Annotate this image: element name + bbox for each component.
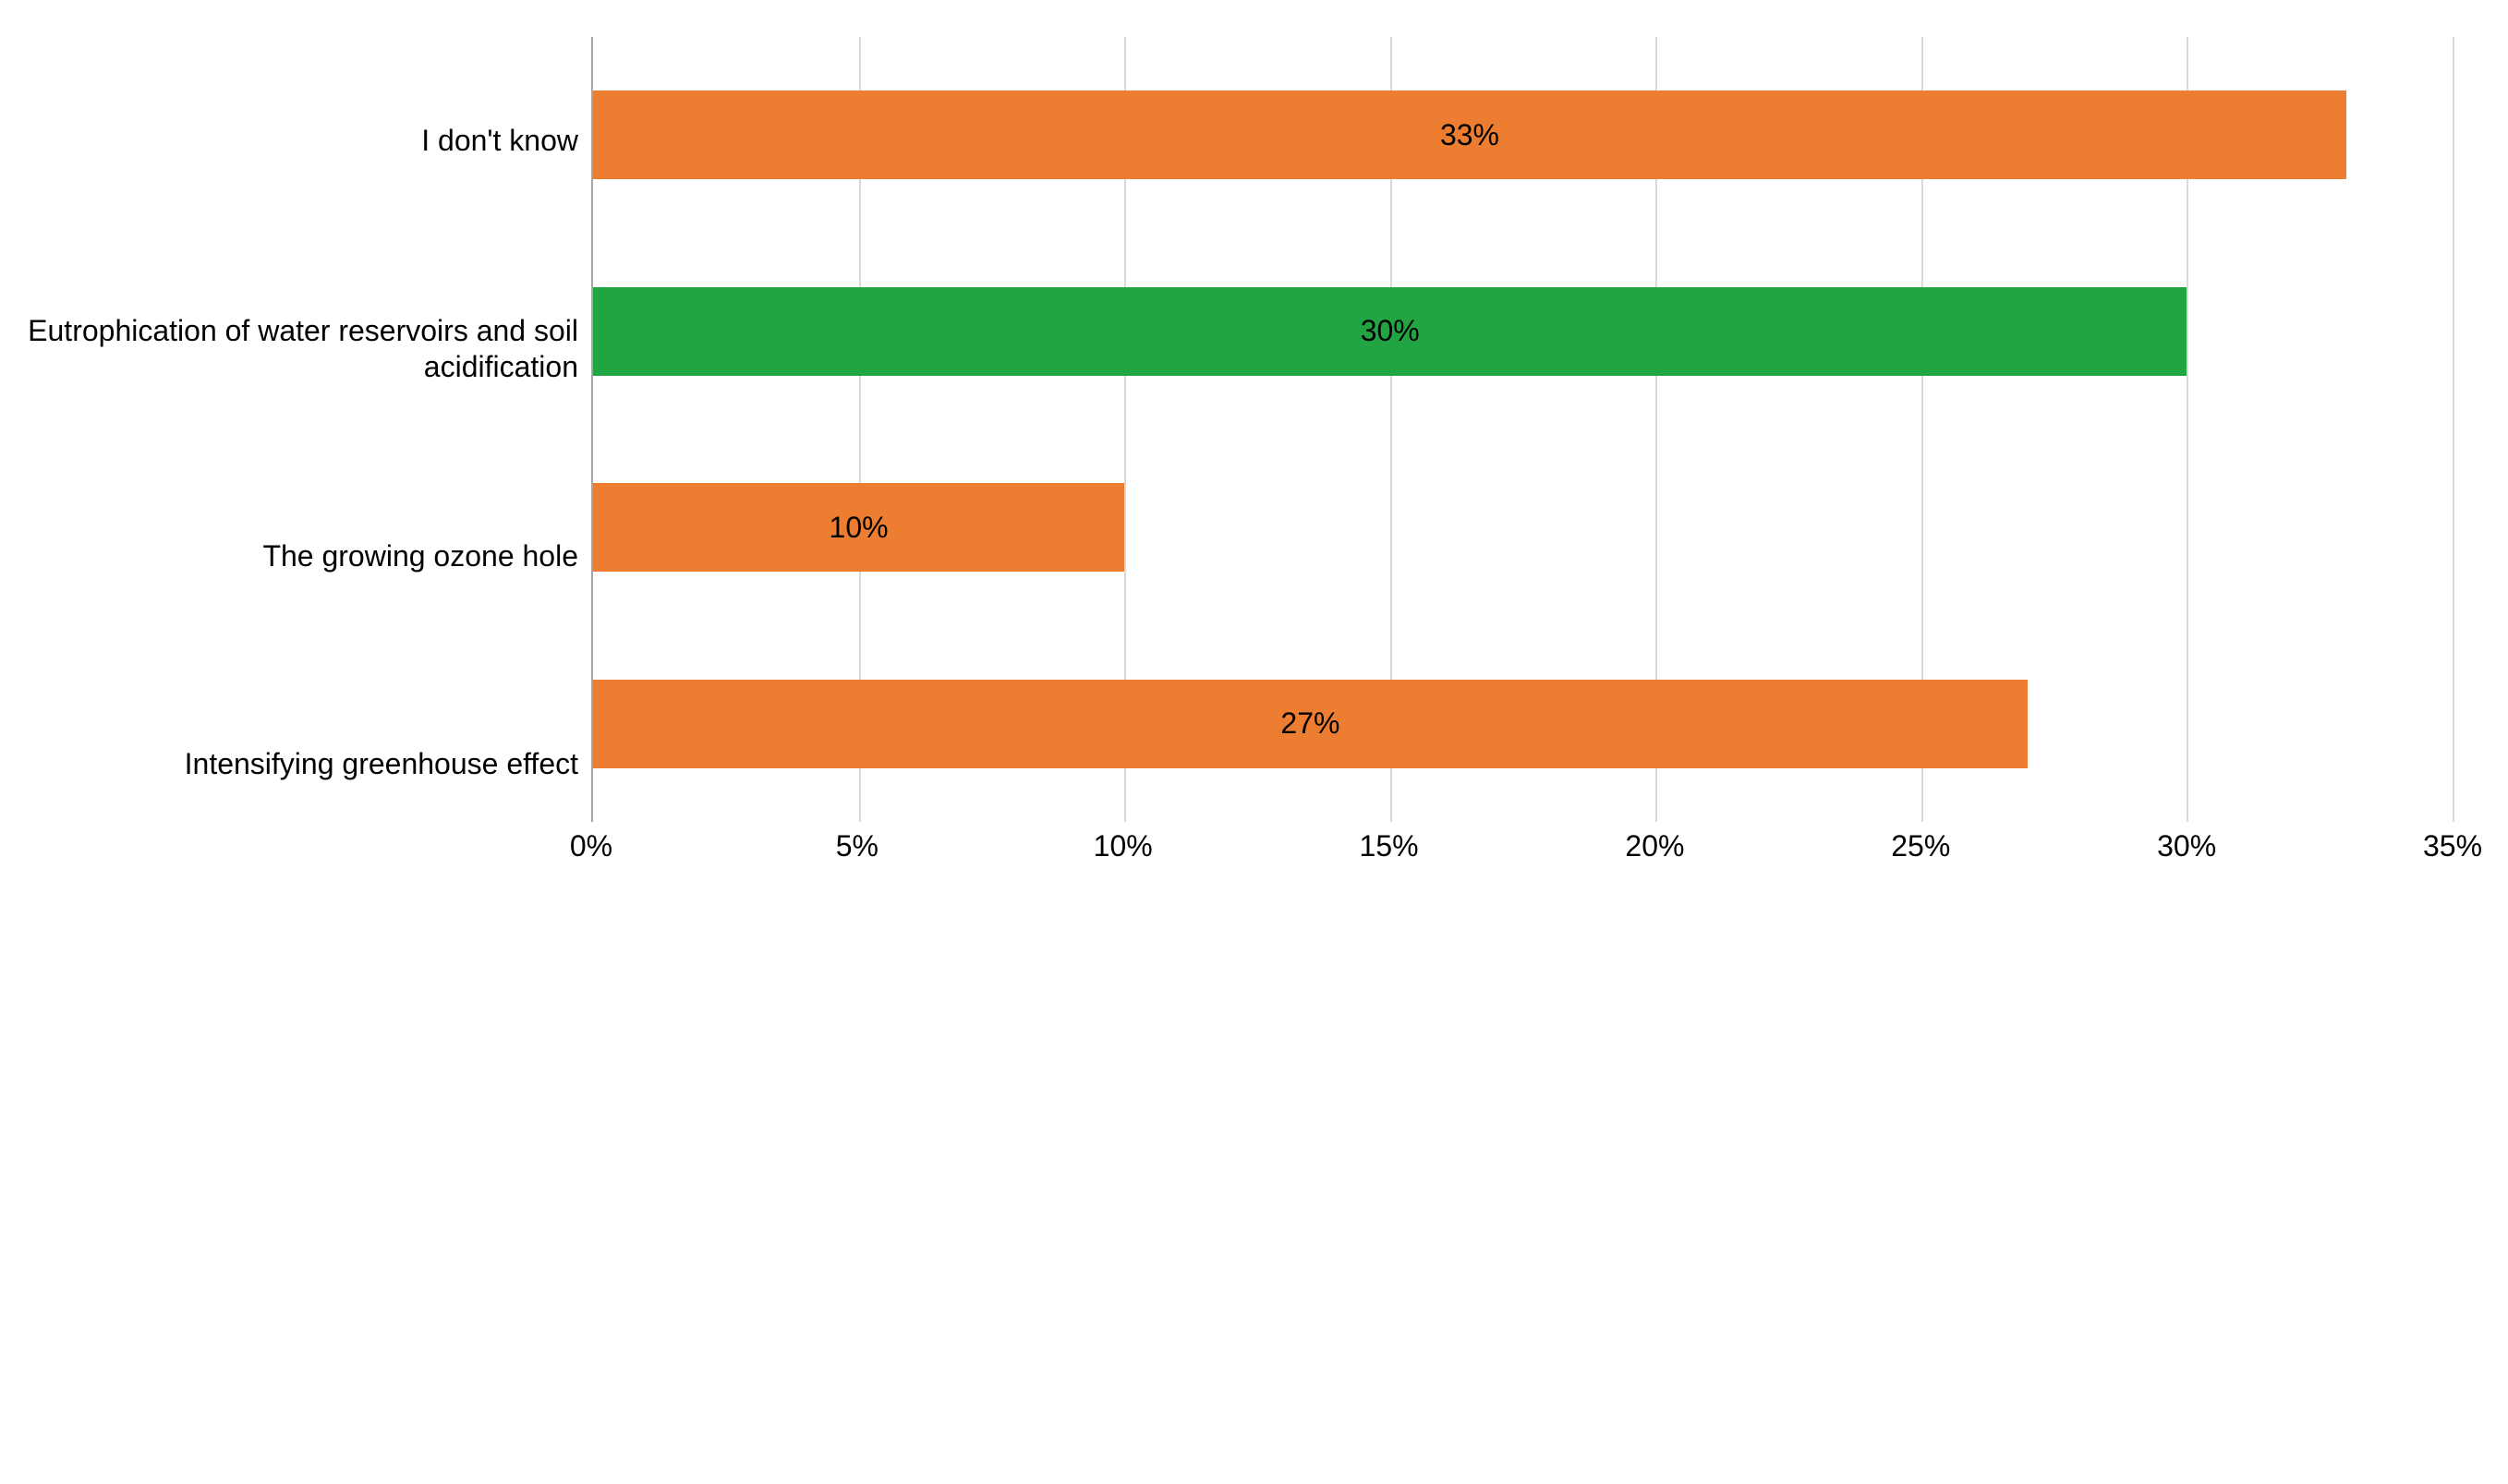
chart-body: I don't know Eutrophication of water rese… [0,37,2453,868]
bar-row: 10% [593,453,2453,601]
bar: 10% [593,483,1124,572]
bar-value-label: 27% [1280,706,1339,741]
y-axis-label: Eutrophication of water reservoirs and s… [0,275,591,423]
y-axis-labels: I don't know Eutrophication of water rese… [0,37,591,868]
x-tick-label: 15% [1360,829,1419,863]
x-tick-label: 20% [1625,829,1684,863]
gridline [2453,37,2454,822]
bar-row: 30% [593,258,2453,405]
x-tick-label: 30% [2157,829,2216,863]
bar-value-label: 33% [1440,118,1499,152]
x-tick-label: 5% [836,829,878,863]
bar-value-label: 30% [1361,314,1420,348]
y-axis-label: I don't know [0,67,591,215]
bar-row: 27% [593,650,2453,798]
y-axis-label-text: Intensifying greenhouse effect [185,746,578,781]
x-tick-label: 35% [2423,829,2482,863]
bar: 27% [593,680,2028,768]
x-tick-label: 0% [570,829,612,863]
y-axis-label-text: I don't know [421,123,578,158]
bar-chart: I don't know Eutrophication of water rese… [0,0,2508,1484]
y-axis-label-text: Eutrophication of water reservoirs and s… [6,313,578,384]
bar-row: 33% [593,61,2453,209]
y-axis-label-text: The growing ozone hole [262,538,578,573]
plot-area: 33% 30% 10% 27% [591,37,2453,822]
x-tick-label: 25% [1891,829,1950,863]
bar-value-label: 10% [830,511,889,545]
bar: 33% [593,90,2346,179]
bar: 30% [593,287,2187,376]
bars-container: 33% 30% 10% 27% [593,37,2453,822]
x-tick-label: 10% [1094,829,1153,863]
y-axis-label: The growing ozone hole [0,483,591,631]
y-axis-label: Intensifying greenhouse effect [0,691,591,839]
x-axis: 0%5%10%15%20%25%30%35% [591,822,2453,868]
